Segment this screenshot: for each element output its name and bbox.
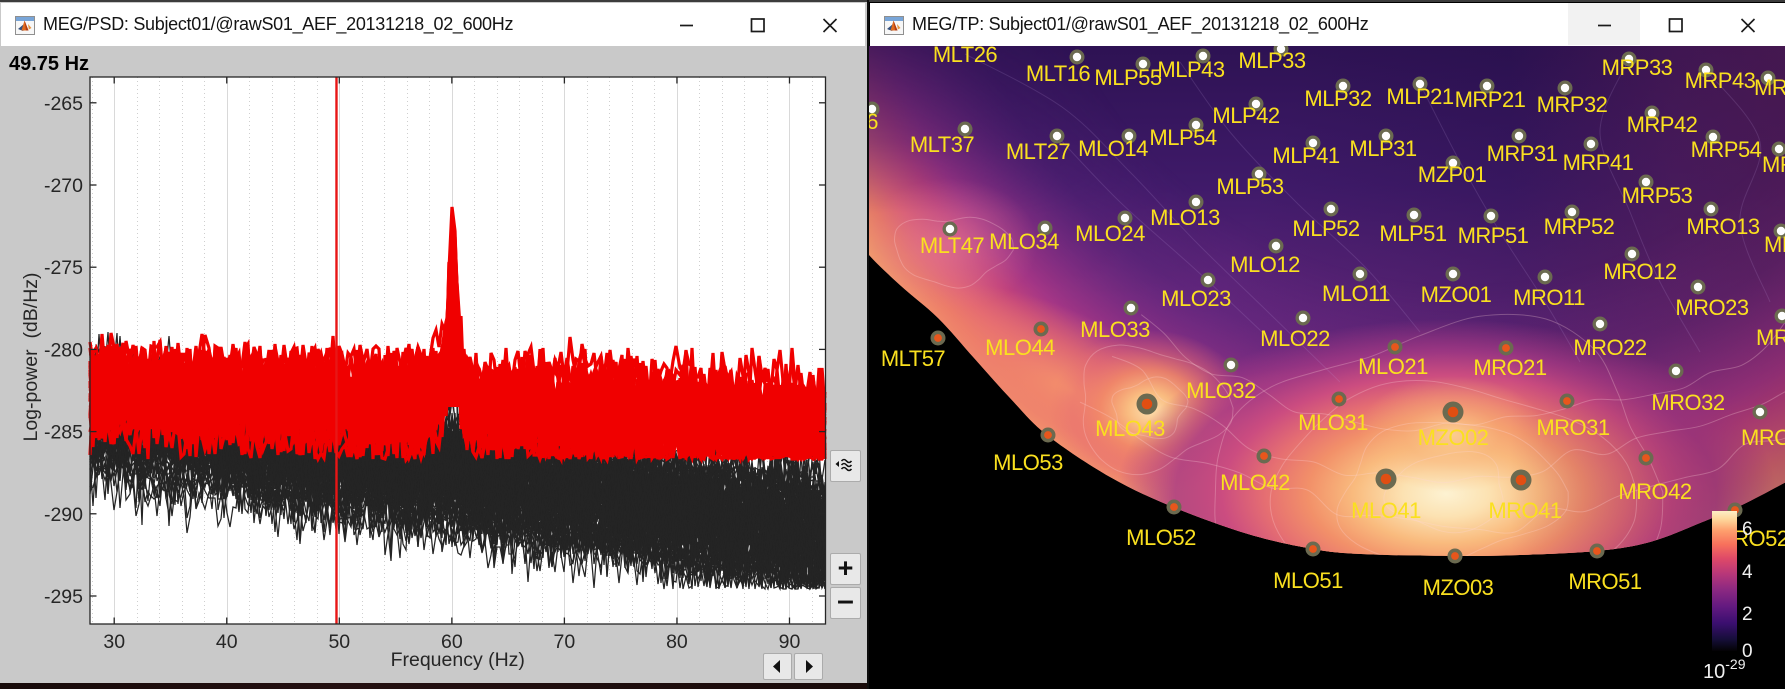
svg-text:MLP43: MLP43 [1157, 57, 1224, 82]
svg-text:MRO51: MRO51 [1568, 569, 1642, 594]
svg-text:MRP21: MRP21 [1455, 87, 1526, 112]
svg-text:MLO43: MLO43 [1095, 416, 1165, 441]
svg-text:MLO12: MLO12 [1230, 252, 1300, 277]
svg-text:MRP: MRP [1754, 75, 1785, 100]
svg-text:MLP33: MLP33 [1238, 48, 1305, 73]
svg-text:MLP55: MLP55 [1094, 65, 1161, 90]
svg-text:MLO32: MLO32 [1186, 378, 1256, 403]
svg-text:40: 40 [216, 631, 238, 653]
svg-text:MRP32: MRP32 [1537, 92, 1608, 117]
svg-text:MLT47: MLT47 [920, 233, 985, 258]
svg-text:MRO: MRO [1756, 325, 1785, 350]
svg-text:MZO02: MZO02 [1418, 425, 1489, 450]
svg-text:MRP: MRP [1762, 152, 1785, 177]
svg-text:MLO44: MLO44 [985, 335, 1055, 360]
svg-text:-295: -295 [44, 586, 83, 608]
svg-text:MRO12: MRO12 [1603, 259, 1677, 284]
svg-text:MRO: MRO [1741, 425, 1785, 450]
svg-text:MLT27: MLT27 [1006, 139, 1071, 164]
svg-text:MLO24: MLO24 [1075, 221, 1145, 246]
svg-text:MLP31: MLP31 [1349, 136, 1416, 161]
svg-text:MLO41: MLO41 [1351, 498, 1421, 523]
svg-text:6: 6 [1742, 519, 1753, 540]
svg-text:MLO14: MLO14 [1078, 136, 1148, 161]
svg-text:MLT57: MLT57 [881, 346, 946, 371]
svg-text:MLO11: MLO11 [1322, 281, 1390, 306]
svg-text:MZO03: MZO03 [1423, 575, 1494, 600]
svg-text:MLP41: MLP41 [1272, 143, 1339, 168]
svg-text:MRP51: MRP51 [1458, 223, 1529, 248]
svg-text:-275: -275 [44, 257, 83, 279]
svg-text:MRO: MRO [1764, 232, 1785, 257]
svg-text:MLP42: MLP42 [1212, 103, 1279, 128]
svg-text:-285: -285 [44, 422, 83, 444]
svg-text:MLP53: MLP53 [1216, 174, 1283, 199]
svg-text:MLP21: MLP21 [1386, 84, 1453, 109]
svg-text:MLO52: MLO52 [1126, 525, 1196, 550]
svg-text:MLO42: MLO42 [1220, 470, 1290, 495]
svg-text:MLT16: MLT16 [1026, 61, 1091, 86]
svg-text:MLO21: MLO21 [1358, 354, 1428, 379]
svg-text:MLP54: MLP54 [1149, 125, 1216, 150]
svg-text:MRP31: MRP31 [1487, 141, 1558, 166]
svg-text:4: 4 [1742, 562, 1753, 583]
svg-text:2: 2 [1742, 604, 1753, 625]
svg-text:MLO13: MLO13 [1150, 205, 1220, 230]
svg-text:MLP32: MLP32 [1304, 86, 1371, 111]
svg-text:30: 30 [103, 631, 125, 653]
svg-text:MRO13: MRO13 [1686, 214, 1760, 239]
svg-text:MLO34: MLO34 [989, 229, 1059, 254]
svg-text:MLP51: MLP51 [1379, 221, 1446, 246]
svg-text:MLO23: MLO23 [1161, 286, 1231, 311]
svg-text:MRP41: MRP41 [1563, 150, 1634, 175]
svg-text:MRP43: MRP43 [1685, 68, 1756, 93]
svg-text:MRP52: MRP52 [1544, 214, 1615, 239]
svg-text:MLO22: MLO22 [1260, 326, 1330, 351]
svg-text:80: 80 [666, 631, 688, 653]
svg-text:MRO23: MRO23 [1675, 295, 1749, 320]
svg-text:MRP53: MRP53 [1622, 183, 1693, 208]
svg-text:-270: -270 [44, 175, 83, 197]
svg-text:MLP52: MLP52 [1292, 216, 1359, 241]
svg-text:MLO51: MLO51 [1273, 568, 1343, 593]
svg-text:-265: -265 [44, 93, 83, 115]
svg-text:MRP54: MRP54 [1691, 137, 1762, 162]
svg-text:90: 90 [779, 631, 801, 653]
svg-text:MLO53: MLO53 [993, 450, 1063, 475]
svg-text:70: 70 [554, 631, 576, 653]
svg-text:MRO32: MRO32 [1651, 390, 1725, 415]
svg-text:MRO41: MRO41 [1488, 498, 1562, 523]
svg-text:Log-power (dB/Hz): Log-power (dB/Hz) [20, 272, 42, 441]
svg-text:MZO01: MZO01 [1421, 282, 1492, 307]
svg-text:MRO31: MRO31 [1536, 415, 1610, 440]
svg-text:MLT26: MLT26 [933, 46, 998, 67]
svg-text:MLO33: MLO33 [1080, 317, 1150, 342]
svg-text:MRO22: MRO22 [1573, 335, 1647, 360]
svg-text:50: 50 [328, 631, 350, 653]
svg-text:MRO42: MRO42 [1618, 479, 1692, 504]
svg-text:T36: T36 [869, 109, 878, 134]
svg-text:MRO11: MRO11 [1513, 285, 1585, 310]
svg-text:MRP33: MRP33 [1602, 55, 1673, 80]
svg-text:-280: -280 [44, 339, 83, 361]
svg-text:MRP42: MRP42 [1627, 112, 1698, 137]
svg-text:MLO31: MLO31 [1298, 410, 1368, 435]
svg-text:Frequency (Hz): Frequency (Hz) [391, 649, 525, 671]
svg-text:MLT37: MLT37 [910, 132, 975, 157]
svg-text:-290: -290 [44, 504, 83, 526]
svg-text:MZP01: MZP01 [1418, 162, 1487, 187]
svg-text:MRO21: MRO21 [1473, 355, 1547, 380]
